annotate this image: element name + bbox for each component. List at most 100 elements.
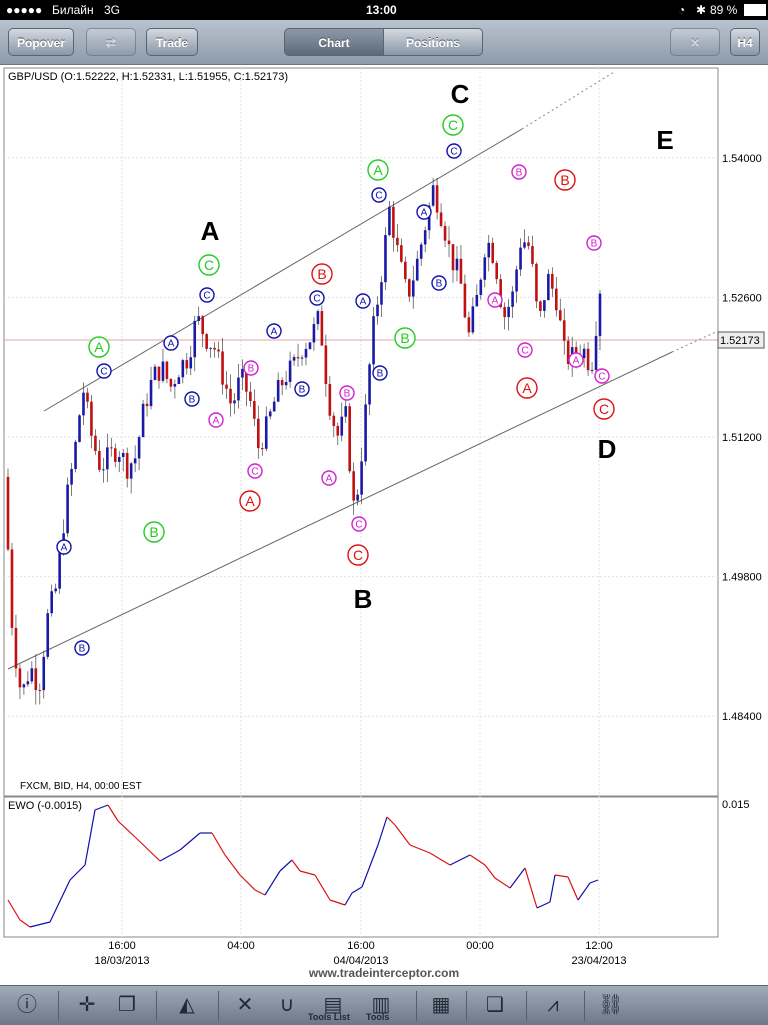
wave-label-major: C — [451, 79, 470, 109]
ewo-segment — [524, 867, 538, 909]
candle — [10, 542, 14, 636]
wave-circle — [294, 381, 310, 397]
tab-chart[interactable]: Chart — [284, 28, 384, 56]
layers-button[interactable]: ❐ — [110, 990, 144, 1022]
candle-body — [503, 307, 506, 318]
ewo-segment — [409, 844, 431, 854]
wave-circle — [309, 290, 325, 306]
ewo-segment — [224, 854, 241, 876]
watermark: www.tradeinterceptor.com — [308, 966, 459, 980]
candle — [253, 389, 256, 427]
tools-list-button[interactable]: ▤ — [316, 990, 350, 1022]
candle-body — [257, 418, 260, 449]
ewo-segment — [449, 854, 471, 866]
candle-body — [598, 293, 602, 336]
candle — [384, 227, 387, 291]
candle-body — [360, 461, 363, 495]
candle-body — [427, 205, 431, 231]
wave-circle — [554, 169, 576, 191]
current-price-box — [717, 331, 765, 349]
candle-body — [519, 247, 522, 270]
wave-label-minor: A — [355, 293, 371, 309]
candle — [586, 342, 590, 376]
candle-body — [396, 237, 399, 246]
wave-label-minor: C — [198, 254, 220, 276]
ewo-segment — [19, 919, 31, 928]
candle-body — [153, 366, 157, 380]
wave-label-minor: B — [143, 521, 165, 543]
candle-body — [495, 262, 498, 280]
wave-letter: A — [492, 296, 499, 307]
wave-label-minor: B — [311, 263, 333, 285]
x-date-label: 23/04/2013 — [571, 955, 626, 967]
wave-letter: C — [448, 117, 458, 133]
wave-label-minor: B — [586, 235, 602, 251]
crosshair-button[interactable]: ✛ — [70, 990, 104, 1022]
wave-circle — [367, 159, 389, 181]
wave-label-major: D — [598, 434, 617, 464]
candle — [169, 378, 173, 392]
candle-body — [336, 425, 340, 436]
tools-button[interactable]: ▥ — [364, 990, 398, 1022]
candle-body — [527, 242, 530, 247]
timeframe-button[interactable]: H4 — [730, 28, 760, 56]
wave-circle — [351, 516, 367, 532]
magnet-icon: ∪ — [279, 994, 295, 1016]
candle — [94, 429, 97, 455]
wave-label-minor: B — [339, 385, 355, 401]
candle — [582, 343, 586, 368]
candle — [257, 405, 260, 459]
wave-circle — [517, 342, 533, 358]
wave-letter: B — [344, 389, 351, 400]
wave-letter: A — [245, 493, 255, 509]
feed-label: FXCM, BID, H4, 00:00 EST — [20, 781, 142, 792]
wave-circle — [56, 539, 72, 555]
candle-body — [491, 242, 495, 263]
candle — [90, 395, 93, 449]
candle-body — [185, 360, 189, 369]
ewo-segment — [94, 804, 109, 811]
chart-type-button[interactable]: ◭ — [170, 990, 204, 1022]
current-price-label: 1.52173 — [720, 335, 760, 347]
candle — [173, 379, 177, 399]
wave-circle — [208, 412, 224, 428]
candle — [364, 393, 367, 466]
trade-button[interactable]: Trade — [146, 28, 198, 56]
candle-body — [376, 304, 379, 317]
lock-rotation-icon: ◔ — [678, 3, 686, 17]
indicators-button[interactable]: ⩘ — [536, 990, 570, 1022]
info-icon: ⓘ — [17, 994, 37, 1016]
candle — [14, 614, 18, 678]
link-button[interactable]: ⛓ — [594, 990, 628, 1022]
candle — [70, 462, 73, 496]
ewo-segment — [279, 859, 293, 872]
wave-circle — [431, 275, 447, 291]
pages-button[interactable]: ❏ — [478, 990, 512, 1022]
candle — [475, 284, 479, 307]
candle-body — [229, 388, 232, 404]
grid-button[interactable]: ▦ — [424, 990, 458, 1022]
wave-letter: C — [313, 294, 320, 305]
popover-button[interactable]: Popover — [8, 28, 74, 56]
wave-label-minor: B — [431, 275, 447, 291]
candle — [296, 343, 300, 367]
fullscreen-button[interactable]: ✕ — [670, 28, 720, 56]
draw-tools-button[interactable]: ✕ — [228, 990, 262, 1022]
wave-letter: B — [317, 266, 326, 282]
candle — [233, 392, 236, 414]
info-button[interactable]: ⓘ — [10, 990, 44, 1022]
candle — [129, 461, 133, 494]
ewo-segment — [329, 899, 346, 906]
candle — [376, 296, 379, 325]
swap-button[interactable]: ⇄ — [86, 28, 136, 56]
tab-positions[interactable]: Positions — [383, 28, 483, 56]
candle — [558, 298, 562, 322]
magnet-button[interactable]: ∪ — [270, 990, 304, 1022]
candle — [547, 269, 550, 301]
wave-letter: A — [326, 474, 333, 485]
candle-body — [6, 476, 10, 550]
wave-letter: B — [516, 168, 523, 179]
signal-icon: ●●●●● — [6, 3, 43, 17]
